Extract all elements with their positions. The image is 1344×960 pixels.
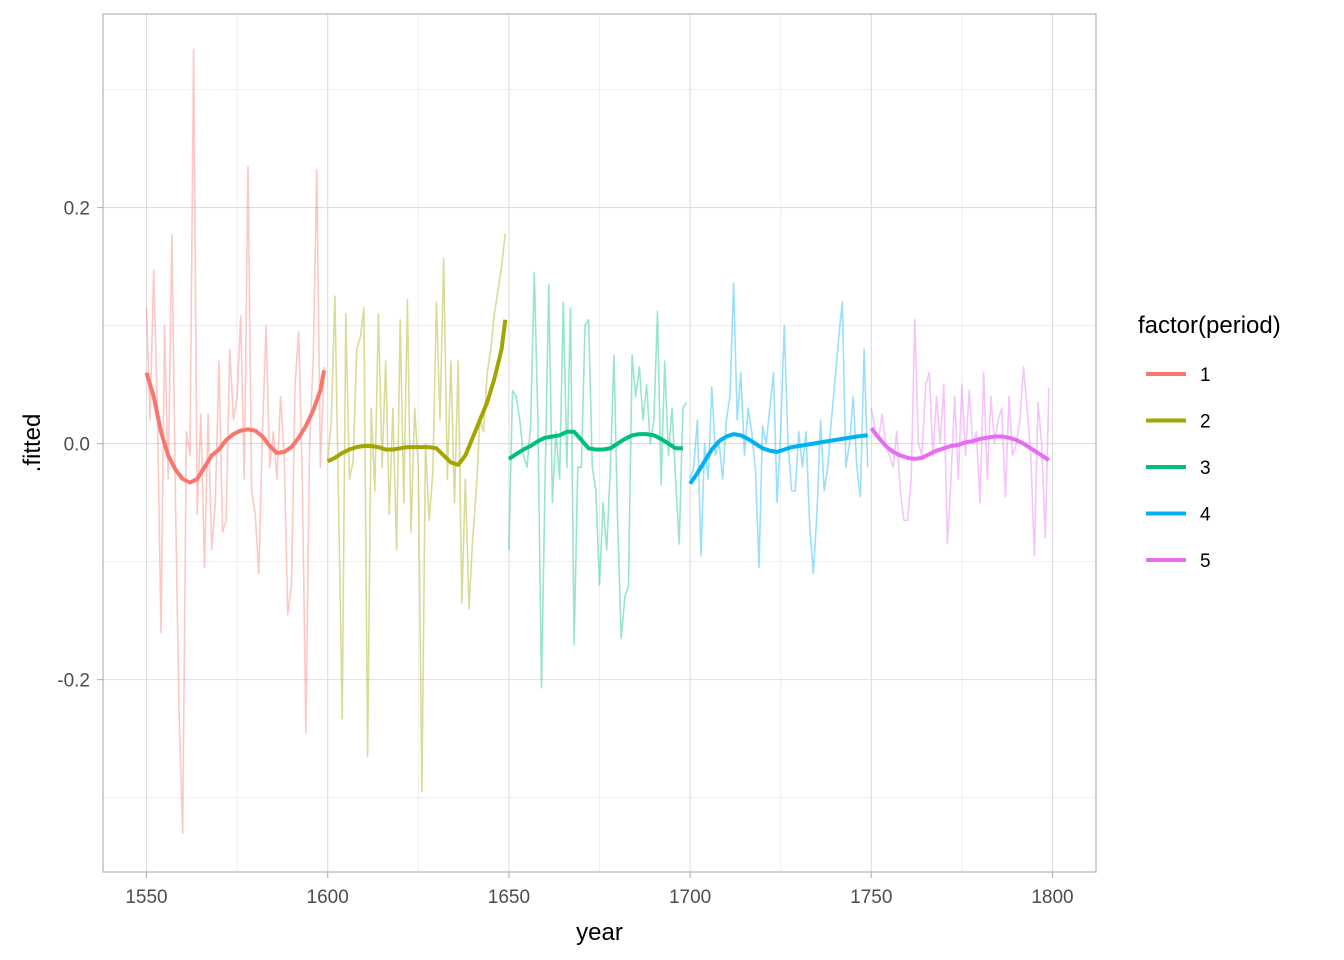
x-tick-label: 1600 xyxy=(307,887,349,908)
legend-title: factor(period) xyxy=(1138,312,1281,339)
smooth-line-period-5 xyxy=(869,426,1050,462)
x-tick-label: 1650 xyxy=(488,887,530,908)
legend-label-3: 3 xyxy=(1200,458,1211,479)
legend: factor(period) 1 2 3 4 5 xyxy=(1138,312,1281,572)
x-tick-label: 1550 xyxy=(125,887,167,908)
x-tick-label: 1800 xyxy=(1031,887,1073,908)
legend-label-2: 2 xyxy=(1200,412,1211,433)
minor-gridlines xyxy=(103,14,1096,872)
y-tick-label: 0.2 xyxy=(64,199,90,220)
smooth-line-period-1 xyxy=(144,370,327,485)
y-axis-title: .fitted xyxy=(19,414,46,473)
smooth-line-period-4 xyxy=(688,432,868,485)
raw-line-period-5 xyxy=(870,318,1050,557)
smooth-line-period-3 xyxy=(507,429,683,461)
y-axis: -0.2 0.0 0.2 xyxy=(57,199,103,692)
x-axis: 1550 1600 1650 1700 1750 1800 xyxy=(125,872,1074,908)
x-tick-label: 1750 xyxy=(850,887,892,908)
y-tick-label: -0.2 xyxy=(57,671,90,692)
legend-label-1: 1 xyxy=(1200,365,1211,386)
raw-line-period-3 xyxy=(508,271,688,689)
raw-line-period-4 xyxy=(689,282,869,575)
legend-items: 1 2 3 4 5 xyxy=(1146,365,1211,572)
legend-label-5: 5 xyxy=(1200,551,1211,572)
legend-label-4: 4 xyxy=(1200,505,1211,526)
raw-line-period-2 xyxy=(326,233,507,793)
smooth-line-period-2 xyxy=(326,319,508,467)
raw-line-period-1 xyxy=(145,48,325,834)
x-axis-title: year xyxy=(576,919,623,946)
smooth-series-lines xyxy=(144,319,1050,485)
panel-border xyxy=(102,13,1097,873)
major-gridlines xyxy=(103,14,1096,872)
raw-series-lines xyxy=(145,48,1050,834)
y-tick-label: 0.0 xyxy=(64,435,90,456)
x-tick-label: 1700 xyxy=(669,887,711,908)
